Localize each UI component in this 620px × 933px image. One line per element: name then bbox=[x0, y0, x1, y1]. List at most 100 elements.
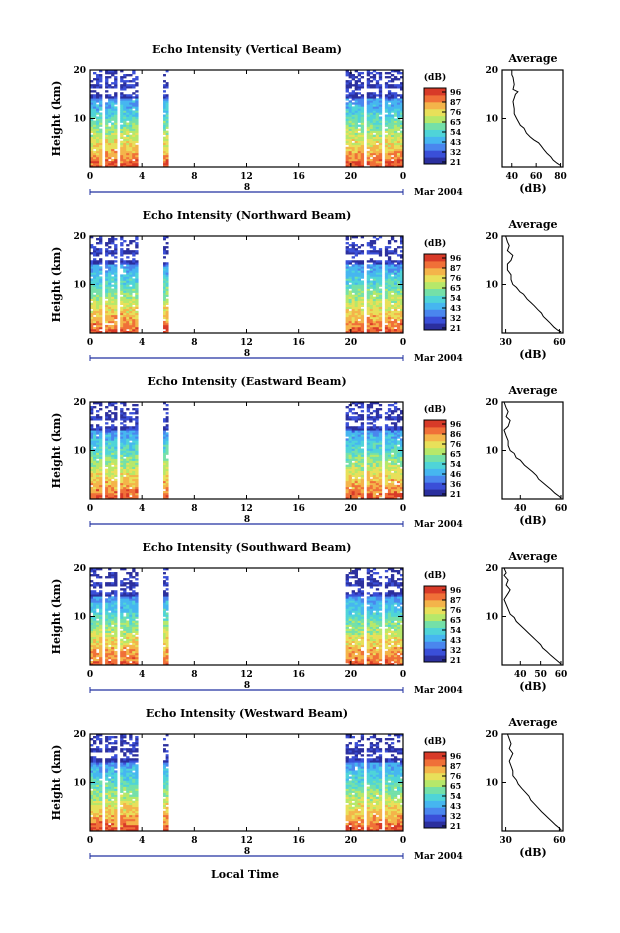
heatmap-cell bbox=[108, 145, 111, 147]
heatmap-cell bbox=[93, 651, 96, 653]
heatmap-cell bbox=[355, 319, 358, 321]
heatmap-cell bbox=[385, 121, 388, 123]
heatmap-cell bbox=[96, 410, 99, 412]
heatmap-cell bbox=[163, 74, 166, 76]
heatmap-cell bbox=[361, 291, 364, 293]
heatmap-cell bbox=[99, 451, 102, 453]
heatmap-cell bbox=[105, 436, 108, 438]
heatmap-cell bbox=[108, 293, 111, 295]
heatmap-cell bbox=[391, 127, 394, 129]
heatmap-cell bbox=[391, 428, 394, 430]
heatmap-cell bbox=[373, 481, 376, 483]
heatmap-cell bbox=[385, 143, 388, 145]
heatmap-cell bbox=[114, 590, 117, 592]
heatmap-cell bbox=[105, 489, 108, 491]
heatmap-cell bbox=[108, 629, 111, 631]
heatmap-cell bbox=[370, 127, 373, 129]
heatmap-cell bbox=[355, 643, 358, 645]
heatmap-cell bbox=[129, 457, 132, 459]
heatmap-cell bbox=[135, 457, 138, 459]
heatmap-cell bbox=[96, 116, 99, 118]
heatmap-cell bbox=[388, 268, 391, 270]
heatmap-cell bbox=[373, 446, 376, 448]
heatmap-cell bbox=[394, 295, 397, 297]
heatmap-cell bbox=[108, 637, 111, 639]
heatmap-cell bbox=[376, 129, 379, 131]
heatmap-cell bbox=[129, 653, 132, 655]
heatmap-cell bbox=[99, 301, 102, 303]
y-tick-label: 10 bbox=[73, 447, 86, 457]
heatmap-cell bbox=[114, 469, 117, 471]
y-tick-label: 20 bbox=[73, 66, 86, 76]
heatmap-cell bbox=[129, 309, 132, 311]
heatmap-cell bbox=[123, 139, 126, 141]
heatmap-cell bbox=[129, 483, 132, 485]
heatmap-cell bbox=[99, 641, 102, 643]
heatmap-cell bbox=[129, 319, 132, 321]
heatmap-cell bbox=[132, 623, 135, 625]
heatmap-cell bbox=[96, 291, 99, 293]
heatmap-cell bbox=[120, 323, 123, 325]
heatmap-cell bbox=[135, 327, 138, 329]
heatmap-cell bbox=[114, 106, 117, 108]
heatmap-cell bbox=[367, 406, 370, 408]
heatmap-cell bbox=[114, 147, 117, 149]
heatmap-cell bbox=[99, 459, 102, 461]
heatmap-cell bbox=[355, 418, 358, 420]
heatmap-cell bbox=[93, 471, 96, 473]
heatmap-cell bbox=[135, 432, 138, 434]
heatmap-cell bbox=[135, 442, 138, 444]
heatmap-cell bbox=[99, 465, 102, 467]
x-tick-label: 0 bbox=[87, 172, 93, 182]
heatmap-cell bbox=[105, 655, 108, 657]
heatmap-cell bbox=[129, 645, 132, 647]
heatmap-cell bbox=[346, 625, 349, 627]
heatmap-cell bbox=[373, 436, 376, 438]
heatmap-cell bbox=[99, 102, 102, 104]
heatmap-cell bbox=[391, 102, 394, 104]
heatmap-cell bbox=[370, 434, 373, 436]
heatmap-cell bbox=[96, 299, 99, 301]
heatmap-cell bbox=[361, 110, 364, 112]
heatmap-cell bbox=[123, 125, 126, 127]
heatmap-cell bbox=[96, 274, 99, 276]
heatmap-cell bbox=[132, 627, 135, 629]
heatmap-cell bbox=[132, 311, 135, 313]
heatmap-cell bbox=[361, 287, 364, 289]
heatmap-cell bbox=[358, 455, 361, 457]
average-x-tick-label: 40 bbox=[505, 172, 518, 182]
heatmap-cell bbox=[96, 455, 99, 457]
colorbar-swatch bbox=[424, 475, 446, 482]
heatmap-cell bbox=[367, 446, 370, 448]
heatmap-cell bbox=[123, 104, 126, 106]
heatmap-cell bbox=[135, 108, 138, 110]
heatmap-cell bbox=[114, 592, 117, 594]
heatmap-cell bbox=[93, 582, 96, 584]
heatmap-cell bbox=[367, 264, 370, 266]
heatmap-cell bbox=[373, 159, 376, 161]
heatmap-cell bbox=[361, 317, 364, 319]
heatmap-cell bbox=[93, 485, 96, 487]
heatmap-cell bbox=[346, 327, 349, 329]
heatmap-cell bbox=[126, 303, 129, 305]
heatmap-cell bbox=[105, 659, 108, 661]
heatmap-cell bbox=[93, 86, 96, 88]
heatmap-cell bbox=[105, 643, 108, 645]
heatmap-cell bbox=[373, 149, 376, 151]
heatmap-cell bbox=[123, 444, 126, 446]
heatmap-cell bbox=[93, 483, 96, 485]
heatmap-cell bbox=[120, 119, 123, 121]
heatmap-cell bbox=[111, 299, 114, 301]
heatmap-cell bbox=[123, 143, 126, 145]
heatmap-cell bbox=[358, 475, 361, 477]
heatmap-cell bbox=[135, 475, 138, 477]
heatmap-cell bbox=[355, 137, 358, 139]
heatmap-cell bbox=[163, 116, 166, 118]
heatmap-cell bbox=[388, 489, 391, 491]
heatmap-cell bbox=[166, 637, 169, 639]
heatmap-cell bbox=[385, 155, 388, 157]
heatmap-cell bbox=[114, 86, 117, 88]
heatmap-cell bbox=[132, 141, 135, 143]
heatmap-cell bbox=[388, 260, 391, 262]
heatmap-cell bbox=[108, 631, 111, 633]
